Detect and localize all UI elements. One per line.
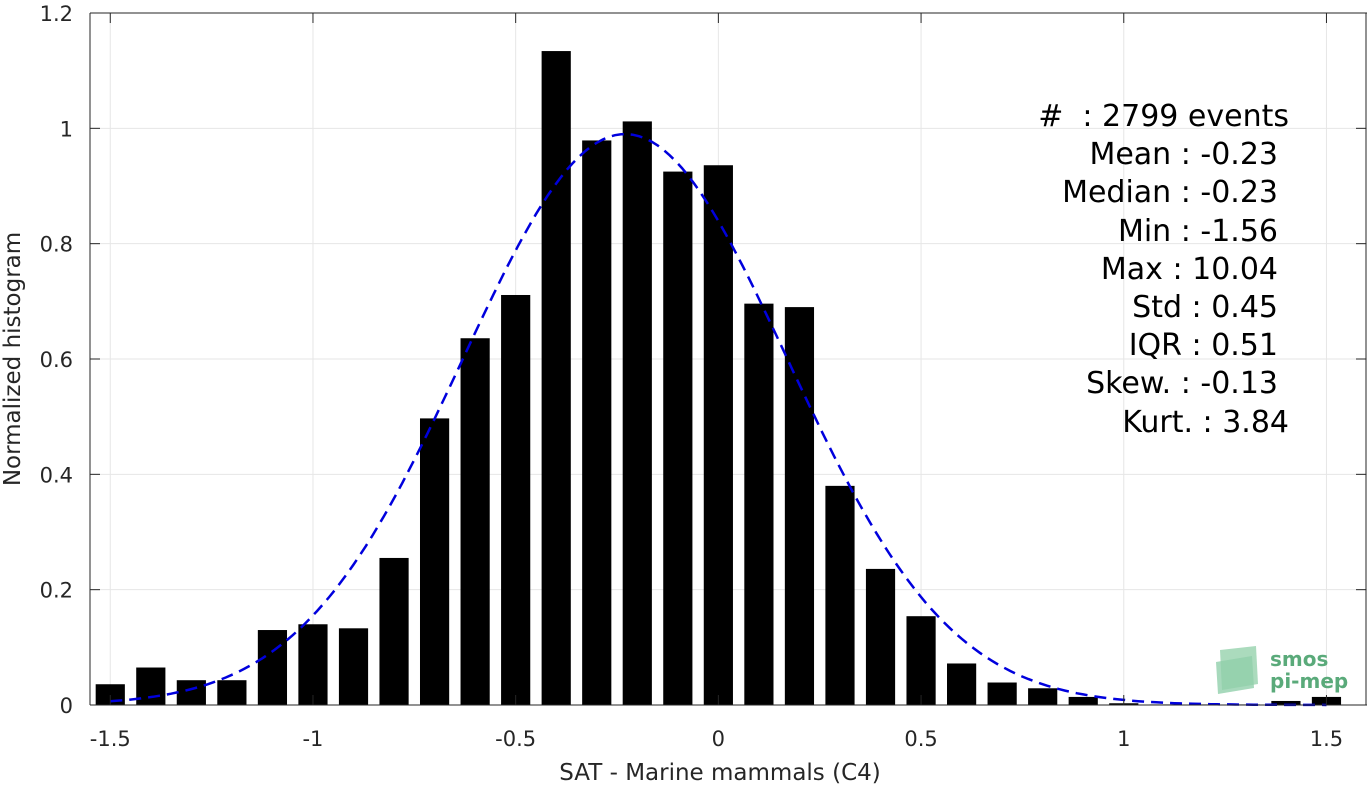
histogram-bar bbox=[217, 680, 247, 705]
histogram-bar bbox=[947, 663, 977, 705]
x-tick-label: 0.5 bbox=[904, 727, 937, 751]
stat-line: Mean : -0.23 bbox=[1089, 137, 1278, 173]
y-tick-label: 0.2 bbox=[40, 579, 73, 603]
axes bbox=[89, 12, 1367, 706]
y-tick-label: 0 bbox=[60, 694, 73, 718]
y-tick-label: 0.8 bbox=[40, 233, 73, 257]
histogram-bar bbox=[501, 294, 531, 705]
stat-line: Median : -0.23 bbox=[1062, 175, 1278, 211]
histogram-bar bbox=[419, 418, 450, 705]
histogram-bar bbox=[541, 51, 571, 706]
logo-wave-layer bbox=[1216, 656, 1254, 694]
stat-line: # : 2799 events bbox=[1038, 99, 1289, 134]
histogram-bar bbox=[744, 303, 774, 705]
y-axis-label: Normalized histogram bbox=[0, 232, 26, 486]
histogram-bar bbox=[703, 165, 733, 706]
x-tick-label: 0 bbox=[712, 727, 725, 751]
logo-text-line1: smos bbox=[1270, 647, 1328, 671]
smos-pi-mep-logo: smos pi-mep bbox=[1216, 646, 1348, 694]
x-tick-label: 1 bbox=[1117, 727, 1130, 751]
y-tick-label: 1.2 bbox=[40, 2, 73, 26]
histogram-bar bbox=[865, 568, 896, 705]
y-tick-label: 0.4 bbox=[40, 463, 73, 487]
x-tick-label: 1.5 bbox=[1310, 727, 1343, 751]
histogram-bar bbox=[582, 140, 612, 705]
stat-line: Min : -1.56 bbox=[1117, 213, 1278, 249]
stat-line: Max : 10.04 bbox=[1100, 251, 1278, 287]
histogram-bar bbox=[987, 682, 1017, 705]
bars bbox=[95, 51, 1342, 706]
histogram-bar bbox=[257, 630, 288, 705]
histogram-bar bbox=[784, 307, 815, 705]
histogram-bar bbox=[1028, 688, 1058, 705]
histogram-bar bbox=[176, 680, 206, 705]
x-axis-label: SAT - Marine mammals (C4) bbox=[559, 760, 881, 785]
stat-line: Kurt. : 3.84 bbox=[1122, 404, 1289, 440]
logo-text-line2: pi-mep bbox=[1270, 669, 1348, 693]
x-tick-label: -0.5 bbox=[495, 727, 536, 751]
x-tick-label: -1.5 bbox=[90, 727, 131, 751]
tick-labels: -1.5 -1 -0.5 0 0.5 1 1.5 0 0.2 0.4 0.6 0.8 1 1.2 bbox=[40, 2, 1344, 751]
histogram-bar bbox=[460, 338, 490, 705]
histogram-bar bbox=[906, 616, 936, 705]
histogram-bar bbox=[298, 624, 328, 705]
histogram-bar bbox=[825, 485, 855, 705]
histogram-bar bbox=[622, 121, 652, 705]
histogram-bar bbox=[1068, 696, 1098, 705]
statistics-box: # : 2799 events Mean : -0.23 Median : -0.2… bbox=[1038, 98, 1289, 442]
histogram-bar bbox=[663, 171, 693, 706]
x-tick-label: -1 bbox=[302, 727, 323, 751]
y-tick-label: 1 bbox=[60, 117, 73, 141]
histogram-bar bbox=[338, 628, 369, 705]
y-tick-label: 0.6 bbox=[40, 348, 73, 372]
histogram-bar bbox=[379, 557, 409, 705]
stat-line: Std : 0.45 bbox=[1132, 290, 1278, 326]
stat-line: IQR : 0.51 bbox=[1128, 328, 1278, 364]
stat-line: Skew. : -0.13 bbox=[1086, 366, 1278, 402]
histogram-bar bbox=[1271, 700, 1301, 705]
